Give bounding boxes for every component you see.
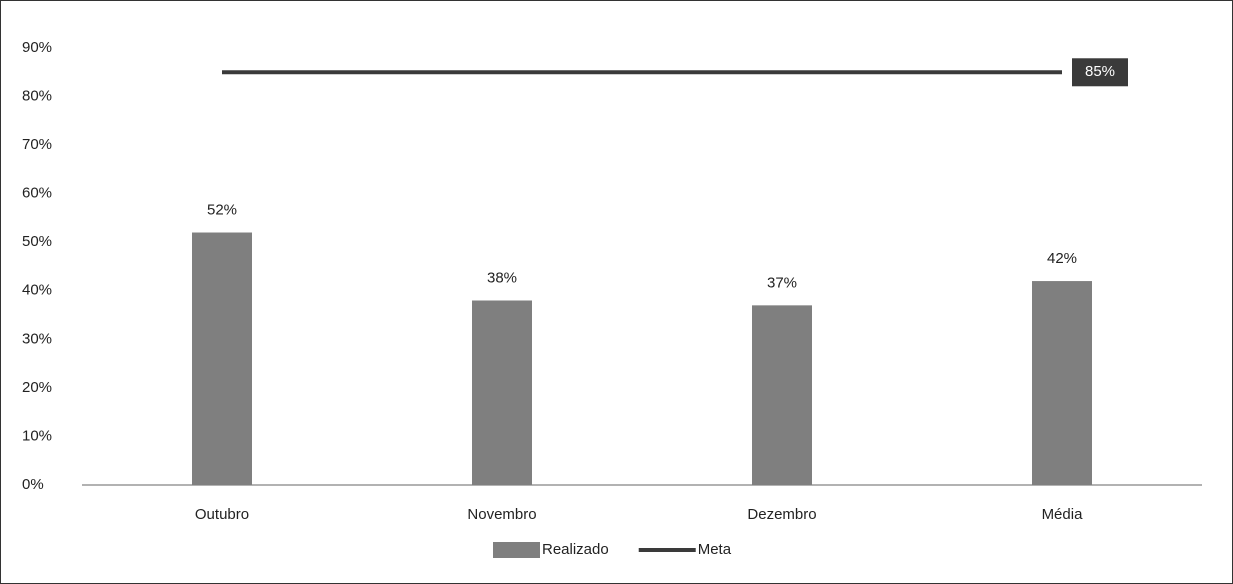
- y-tick-label: 50%: [22, 233, 52, 250]
- data-label-box: [1072, 58, 1128, 87]
- bar: [192, 232, 252, 485]
- data-label: 42%: [1047, 250, 1077, 267]
- x-tick-label: Outubro: [195, 506, 249, 523]
- y-tick-label: 40%: [22, 282, 52, 299]
- y-tick-label: 90%: [22, 39, 52, 56]
- legend-label: Realizado: [542, 541, 609, 558]
- x-tick-label: Dezembro: [747, 506, 816, 523]
- x-tick-label: Novembro: [467, 506, 536, 523]
- data-label: 37%: [767, 274, 797, 291]
- data-label: 85%: [1085, 63, 1115, 80]
- y-tick-label: 10%: [22, 427, 52, 444]
- legend-swatch: [493, 542, 540, 558]
- y-tick-label: 80%: [22, 88, 52, 105]
- data-label: 38%: [487, 269, 517, 286]
- y-tick-label: 30%: [22, 330, 52, 347]
- data-label: 52%: [207, 201, 237, 218]
- y-tick-label: 20%: [22, 379, 52, 396]
- bar: [472, 300, 532, 485]
- bar: [1032, 281, 1092, 485]
- y-tick-label: 70%: [22, 136, 52, 153]
- y-tick-label: 0%: [22, 476, 44, 493]
- x-tick-label: Média: [1042, 506, 1084, 523]
- y-tick-label: 60%: [22, 185, 52, 202]
- legend-label: Meta: [698, 541, 732, 558]
- bar: [752, 305, 812, 485]
